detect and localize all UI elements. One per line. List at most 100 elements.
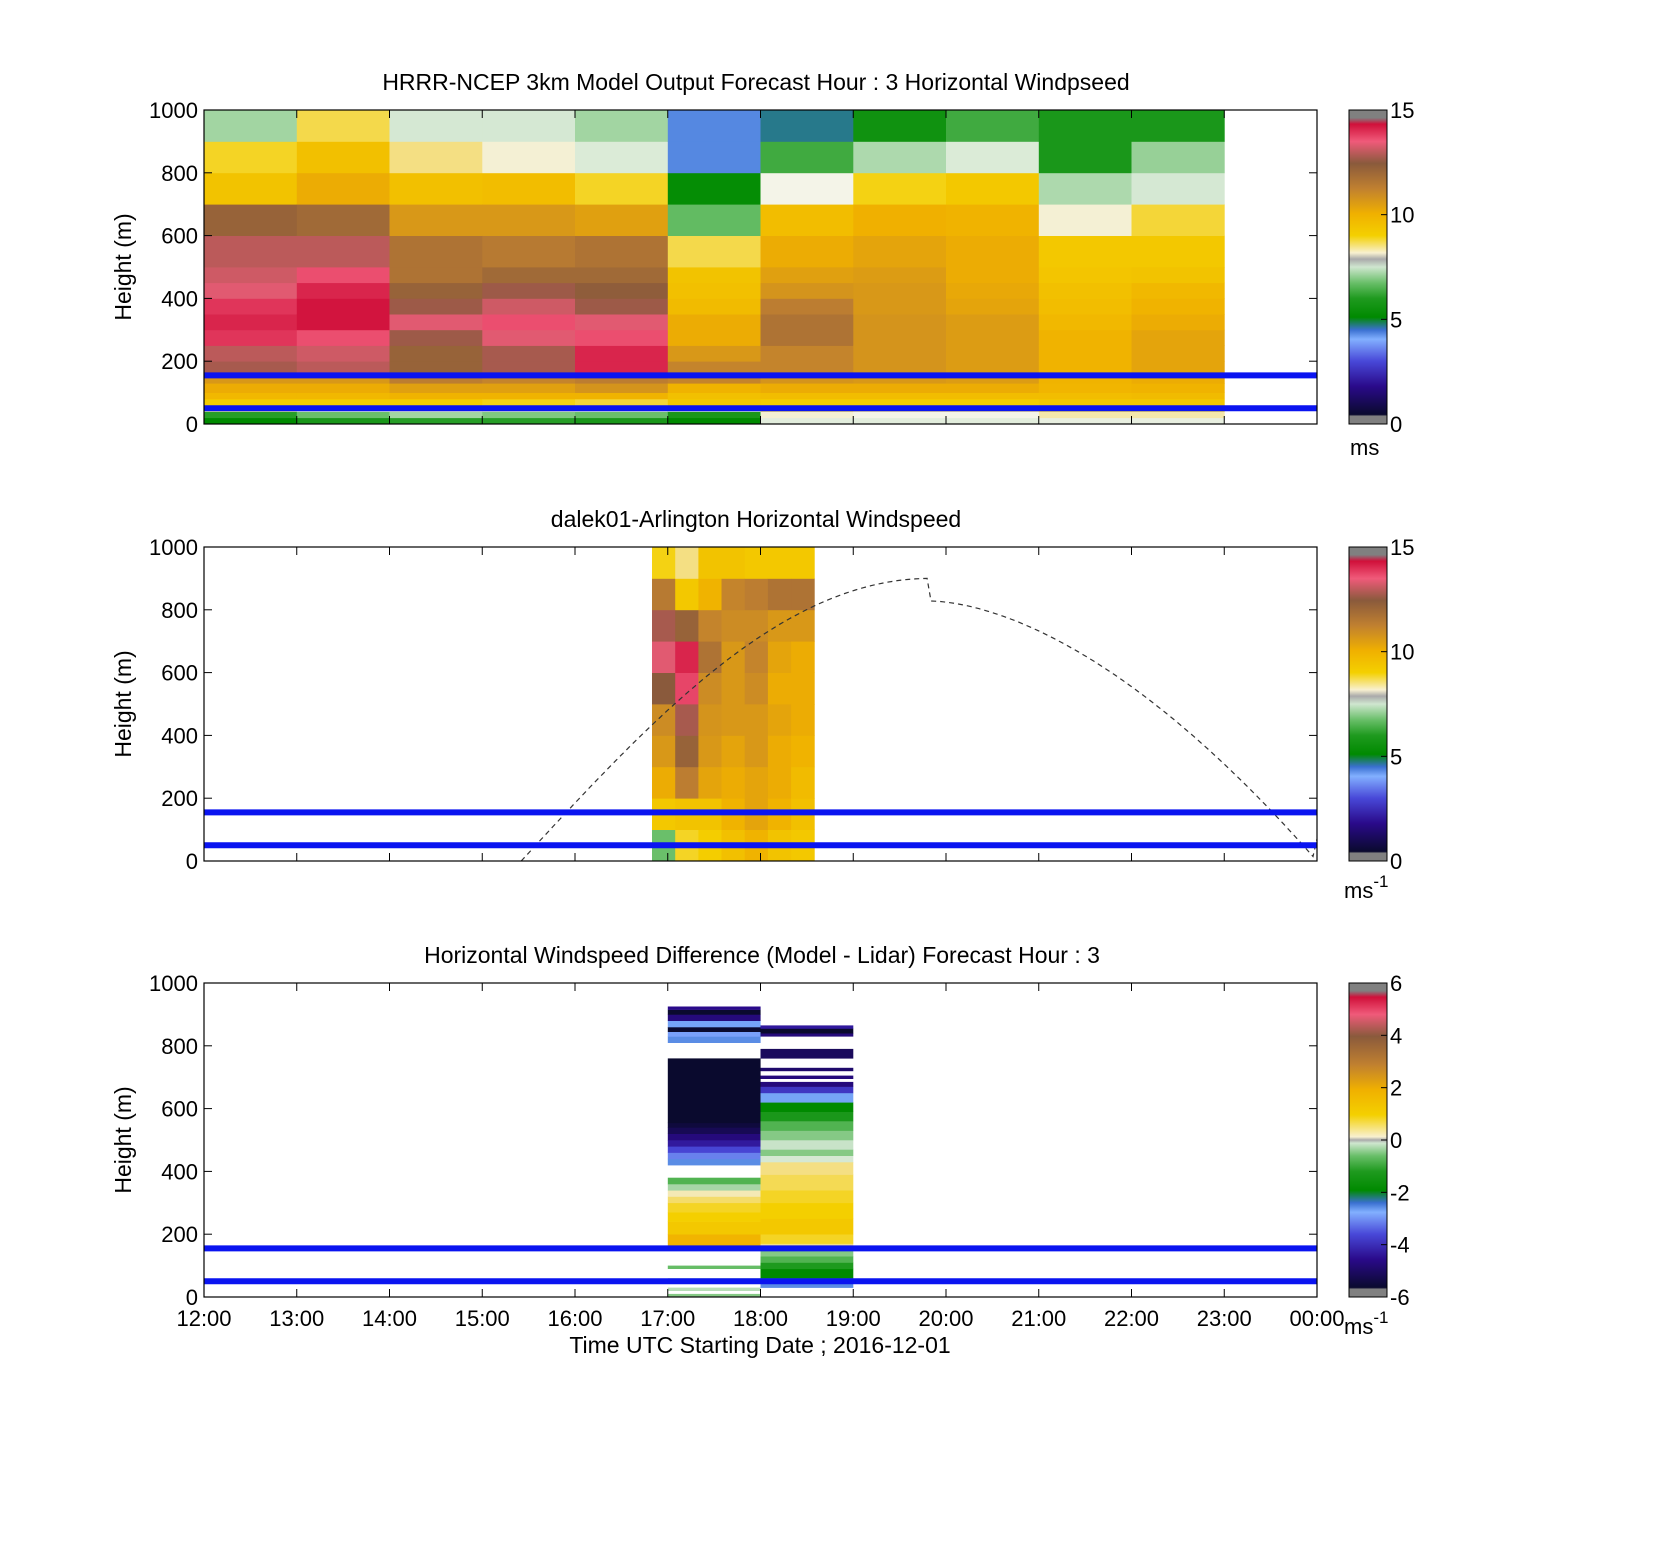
heatmap-cell [675,766,699,799]
model-y-axis-label: Height (m) [110,213,136,320]
heatmap-cell [667,1177,761,1185]
colorbar-tick-label: 0 [1390,1128,1402,1153]
heatmap-cell [721,735,746,768]
heatmap-cell [389,383,483,393]
x-tick-label: 17:00 [640,1306,695,1331]
x-tick-label: 22:00 [1104,1306,1159,1331]
heatmap-cell [767,609,792,642]
heatmap-cell [296,314,390,331]
heatmap-cell [575,373,669,384]
heatmap-cell [760,1249,854,1257]
heatmap-cell [389,235,483,268]
heatmap-cell [946,298,1040,315]
heatmap-cell [675,578,699,611]
lidar-panel-title: dalek01-Arlington Horizontal Windspeed [551,506,961,532]
heatmap-cell [760,329,854,346]
heatmap-cell [575,361,669,375]
heatmap-cell [744,704,769,736]
heatmap-cell [1131,204,1225,236]
heatmap-cell [760,361,854,375]
heatmap-cell [204,411,298,419]
heatmap-cell [1038,141,1132,174]
heatmap-cell [1131,141,1225,174]
heatmap-cell [389,417,483,425]
heatmap-cell [667,1014,761,1021]
heatmap-cell [652,704,676,736]
y-tick-label: 400 [161,286,198,311]
heatmap-cell [721,547,746,579]
heatmap-cell [760,411,854,419]
heatmap-cell [791,641,815,673]
heatmap-cell [204,345,298,362]
heatmap-cell [946,282,1040,299]
x-tick-label: 19:00 [826,1306,881,1331]
heatmap-cell [389,411,483,419]
heatmap-cell [760,1140,854,1150]
heatmap-cell [1038,267,1132,284]
x-tick-label: 00:00 [1289,1306,1344,1331]
colorbar-unit-exponent: -1 [1373,1308,1388,1327]
y-tick-label: 0 [186,849,198,874]
heatmap-cell [204,417,298,425]
heatmap-cell [946,383,1040,393]
heatmap-cell [1038,110,1132,142]
heatmap-cell [667,110,761,142]
heatmap-cell [1131,417,1225,425]
heatmap-cell [1131,398,1225,406]
heatmap-cell [389,329,483,346]
heatmap-cell [204,141,298,174]
heatmap-cell [767,578,792,611]
heatmap-cell [1131,411,1225,419]
heatmap-cell [760,1075,854,1079]
heatmap-cell [389,373,483,384]
heatmap-cell [698,578,722,611]
heatmap-cell [760,1033,854,1037]
heatmap-cell [482,411,576,419]
heatmap-cell [575,204,669,236]
heatmap-cell [853,141,947,174]
heatmap-cell [760,1102,854,1112]
colorbar-tick-label: 15 [1390,98,1414,123]
heatmap-cell [575,282,669,299]
heatmap-cell [482,298,576,315]
heatmap-cell [667,1009,761,1015]
lidar-y-axis: 0 200 400 600 800 1000 [149,535,1317,874]
heatmap-cell [482,110,576,142]
heatmap-cell [1038,411,1132,419]
heatmap-cell [853,411,947,419]
heatmap-cell [296,110,390,142]
colorbar-tick-label: 10 [1390,203,1414,228]
heatmap-cell [1131,235,1225,268]
heatmap-cell [575,267,669,284]
heatmap-cell [760,1086,854,1094]
lidar-reference-lines [204,809,1317,849]
heatmap-cell [204,329,298,346]
difference-reference-lines [204,1245,1317,1285]
heatmap-cell [721,641,746,673]
heatmap-cell [204,204,298,236]
heatmap-cell [853,172,947,205]
heatmap-cell [760,235,854,268]
lidar-sun-elevation-curve [520,577,1318,862]
x-tick-label: 21:00 [1011,1306,1066,1331]
heatmap-cell [946,411,1040,419]
heatmap-cell [575,298,669,315]
heatmap-cell [204,298,298,315]
heatmap-cell [698,735,722,768]
colorbar-tick-label: 0 [1390,412,1402,437]
colorbar-tick-label: 10 [1390,640,1414,665]
colorbar-gradient [1348,546,1388,862]
y-tick-label: 800 [161,161,198,186]
heatmap-cell [760,392,854,400]
heatmap-cell [946,235,1040,268]
heatmap-cell [296,329,390,346]
heatmap-cell [296,383,390,393]
model-colorbar: 0 5 10 15 ms [1348,98,1414,460]
heatmap-cell [1038,172,1132,205]
heatmap-cell [760,1162,854,1175]
x-tick-label: 13:00 [269,1306,324,1331]
heatmap-cell [1131,314,1225,331]
difference-colorbar: -6 -4 -2 0 2 4 6 ms-1 [1344,971,1410,1339]
heatmap-cell [760,282,854,299]
heatmap-cell [760,1028,854,1034]
